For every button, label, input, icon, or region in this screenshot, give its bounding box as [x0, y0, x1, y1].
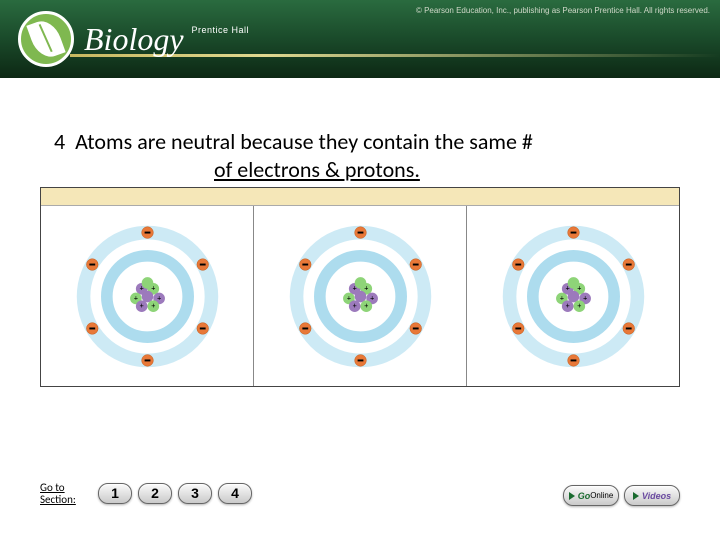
- leaf-logo-icon: [18, 11, 74, 67]
- copyright-text: © Pearson Education, Inc., publishing as…: [416, 6, 710, 15]
- main-statement: 4 Atoms are neutral because they contain…: [40, 128, 680, 183]
- section-button-3[interactable]: 3: [178, 483, 212, 504]
- atom-diagram-2: [254, 206, 467, 386]
- online-text: Online: [590, 491, 613, 500]
- atom-svg: ++++++: [70, 219, 225, 374]
- external-links: Go Online Videos: [563, 485, 680, 506]
- atom-diagram-3: [467, 206, 679, 386]
- title-main: Biology: [84, 21, 184, 57]
- go-text: Go: [578, 491, 591, 501]
- textbook-title: Biology Prentice Hall: [84, 21, 249, 58]
- title-brand: Prentice Hall: [192, 25, 250, 35]
- statement-line2: of electrons & protons.: [54, 156, 420, 183]
- atoms-row: ++++++: [41, 206, 679, 386]
- statement-number: 4: [54, 128, 65, 155]
- section-button-1[interactable]: 1: [98, 483, 132, 504]
- footer-nav: Go to Section: 1 2 3 4 Go Online Videos: [40, 482, 680, 506]
- goto-section-link[interactable]: Go to Section:: [40, 482, 90, 506]
- play-icon: [633, 492, 639, 500]
- slide-content: 4 Atoms are neutral because they contain…: [40, 128, 680, 387]
- section-button-4[interactable]: 4: [218, 483, 252, 504]
- section-button-2[interactable]: 2: [138, 483, 172, 504]
- atoms-figure: ++++++: [40, 187, 680, 387]
- atom-diagram-1: ++++++: [41, 206, 254, 386]
- play-icon: [569, 492, 575, 500]
- statement-line1: Atoms are neutral because they contain t…: [75, 128, 533, 155]
- videos-text: Videos: [642, 491, 671, 501]
- section-buttons: 1 2 3 4: [98, 483, 252, 504]
- videos-button[interactable]: Videos: [624, 485, 680, 506]
- go-online-button[interactable]: Go Online: [563, 485, 619, 506]
- figure-header-bar: [41, 188, 679, 206]
- atom-svg: [496, 219, 651, 374]
- atom-svg: [283, 219, 438, 374]
- header-bar: Biology Prentice Hall © Pearson Educatio…: [0, 0, 720, 78]
